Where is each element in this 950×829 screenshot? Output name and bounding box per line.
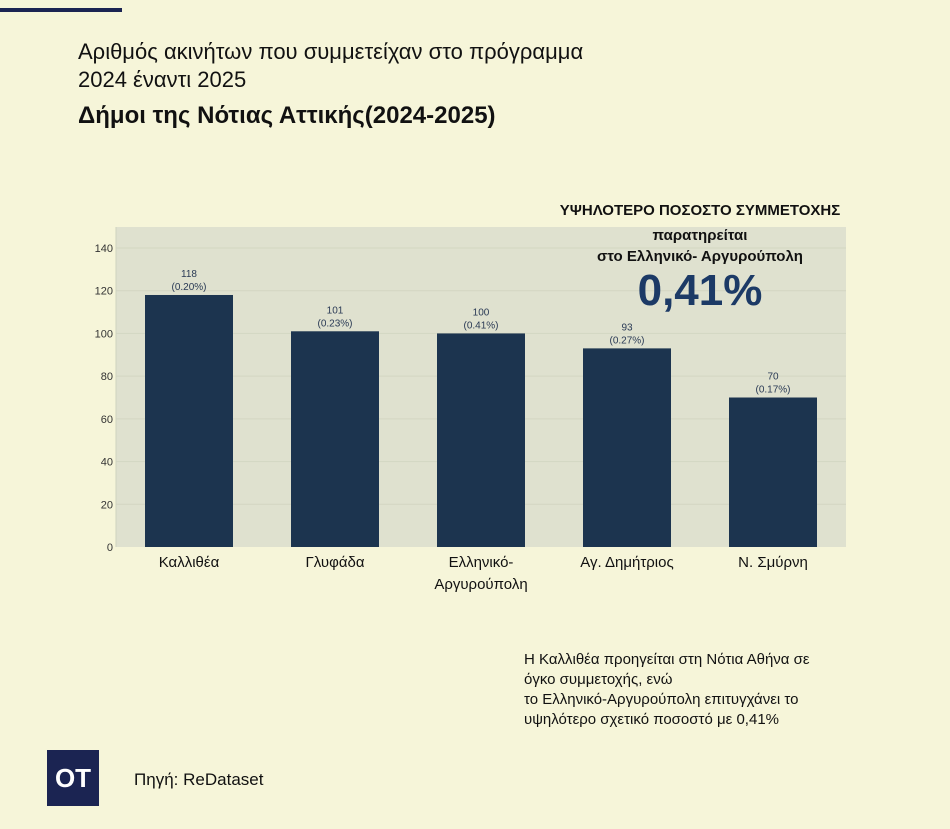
y-tick-label: 100: [95, 328, 113, 340]
bar: [729, 397, 817, 547]
x-tick-label: Καλλιθέα: [159, 554, 220, 571]
note-text: Η Καλλιθέα προηγείται στη Νότια Αθήνα σε…: [524, 650, 884, 730]
data-label-value: 101: [327, 305, 344, 316]
note-line: το Ελληνικό-Αργυρούπολη επιτυγχάνει το: [524, 691, 799, 708]
x-tick-label: Αγ. Δημήτριος: [580, 554, 673, 571]
data-label-percent: (0.17%): [755, 385, 790, 396]
y-tick-label: 80: [101, 371, 113, 383]
note-line: υψηλότερο σχετικό ποσοστό με 0,41%: [524, 711, 779, 728]
highlight-line-3: στο Ελληνικό- Αργυρούπολη: [597, 248, 803, 265]
title-line-2: 2024 έναντι 2025: [78, 67, 247, 92]
bar: [583, 348, 671, 547]
y-tick-label: 0: [107, 542, 113, 554]
top-accent-bar: [0, 8, 122, 12]
highlight-heading: ΥΨΗΛΟΤΕΡΟ ΠΟΣΟΣΤΟ ΣΥΜΜΕΤΟΧΗΣ: [559, 202, 841, 219]
data-label-percent: (0.27%): [609, 335, 644, 346]
source-text: Πηγή: ReDataset: [134, 770, 264, 789]
y-tick-label: 120: [95, 286, 113, 298]
data-label-value: 70: [767, 372, 779, 383]
highlight-text: παρατηρείται στο Ελληνικό- Αργυρούπολη: [520, 225, 880, 267]
y-tick-label: 60: [101, 414, 113, 426]
data-label-value: 118: [181, 269, 197, 280]
x-tick-label: Γλυφάδα: [305, 554, 364, 571]
bar: [291, 331, 379, 547]
highlight-value: 0,41%: [637, 266, 763, 315]
highlight-line-2: παρατηρείται: [652, 227, 748, 244]
note-line: Η Καλλιθέα προηγείται στη Νότια Αθήνα σε: [524, 651, 810, 668]
logo: OT: [47, 750, 99, 806]
x-tick-label: Αργυρούπολη: [434, 576, 527, 593]
chart-title: Αριθμός ακινήτων που συμμετείχαν στο πρό…: [78, 38, 778, 94]
title-line-1: Αριθμός ακινήτων που συμμετείχαν στο πρό…: [78, 39, 584, 64]
y-tick-label: 20: [101, 499, 113, 511]
y-tick-label: 40: [101, 457, 113, 469]
data-label-percent: (0.23%): [317, 318, 352, 329]
x-tick-label: Ν. Σμύρνη: [738, 554, 808, 571]
data-label-value: 100: [473, 307, 490, 318]
data-label-percent: (0.41%): [463, 320, 498, 331]
data-label-percent: (0.20%): [171, 282, 206, 293]
chart-subtitle: Δήμοι της Νότιας Αττικής(2024-2025): [78, 102, 496, 129]
y-tick-label: 140: [95, 243, 113, 255]
bar: [437, 333, 525, 547]
bar: [145, 294, 233, 547]
note-line: όγκο συμμετοχής, ενώ: [524, 671, 673, 688]
x-tick-label: Ελληνικό-: [449, 554, 514, 571]
data-label-value: 93: [621, 322, 633, 333]
